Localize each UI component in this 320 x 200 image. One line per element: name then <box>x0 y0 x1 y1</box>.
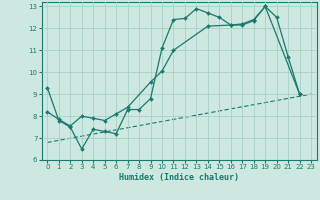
X-axis label: Humidex (Indice chaleur): Humidex (Indice chaleur) <box>119 173 239 182</box>
